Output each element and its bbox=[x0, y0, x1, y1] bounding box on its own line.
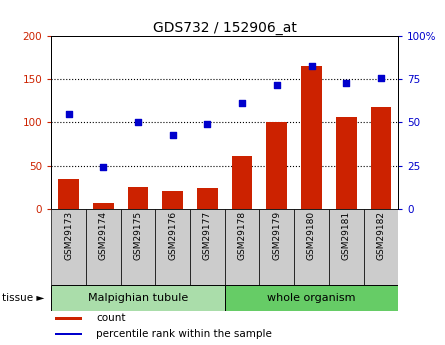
Text: GSM29177: GSM29177 bbox=[203, 211, 212, 260]
Bar bbox=[93, 203, 113, 209]
Bar bbox=[55, 317, 82, 319]
Point bbox=[169, 132, 176, 137]
Bar bbox=[155, 209, 190, 285]
Text: GSM29179: GSM29179 bbox=[272, 211, 281, 260]
Bar bbox=[162, 191, 183, 209]
Bar bbox=[190, 209, 225, 285]
Point bbox=[343, 80, 350, 86]
Bar bbox=[301, 66, 322, 209]
Bar bbox=[58, 179, 79, 209]
Bar bbox=[225, 209, 259, 285]
Text: GSM29182: GSM29182 bbox=[376, 211, 385, 260]
Text: GSM29181: GSM29181 bbox=[342, 211, 351, 260]
Bar bbox=[267, 122, 287, 209]
Bar bbox=[232, 156, 252, 209]
Bar bbox=[259, 209, 294, 285]
Text: GSM29173: GSM29173 bbox=[64, 211, 73, 260]
Bar bbox=[55, 333, 82, 335]
Bar bbox=[329, 209, 364, 285]
Bar bbox=[294, 209, 329, 285]
Bar bbox=[121, 209, 155, 285]
Title: GDS732 / 152906_at: GDS732 / 152906_at bbox=[153, 21, 297, 35]
Point bbox=[273, 82, 280, 87]
Point bbox=[377, 75, 384, 80]
Bar bbox=[364, 209, 398, 285]
Text: GSM29175: GSM29175 bbox=[134, 211, 142, 260]
Bar bbox=[51, 209, 86, 285]
Point bbox=[239, 101, 246, 106]
Bar bbox=[197, 188, 218, 209]
Text: whole organism: whole organism bbox=[267, 293, 356, 303]
Bar bbox=[51, 285, 225, 310]
Point bbox=[204, 121, 211, 127]
Bar bbox=[86, 209, 121, 285]
Text: percentile rank within the sample: percentile rank within the sample bbox=[96, 329, 272, 339]
Text: GSM29174: GSM29174 bbox=[99, 211, 108, 260]
Point bbox=[100, 165, 107, 170]
Point bbox=[134, 120, 142, 125]
Bar bbox=[225, 285, 398, 310]
Text: tissue ►: tissue ► bbox=[2, 293, 44, 303]
Text: GSM29180: GSM29180 bbox=[307, 211, 316, 260]
Text: GSM29176: GSM29176 bbox=[168, 211, 177, 260]
Text: GSM29178: GSM29178 bbox=[238, 211, 247, 260]
Point bbox=[65, 111, 72, 117]
Text: Malpighian tubule: Malpighian tubule bbox=[88, 293, 188, 303]
Bar bbox=[371, 107, 391, 209]
Text: count: count bbox=[96, 313, 126, 323]
Point bbox=[308, 63, 315, 68]
Bar bbox=[128, 187, 148, 209]
Bar bbox=[336, 117, 356, 209]
